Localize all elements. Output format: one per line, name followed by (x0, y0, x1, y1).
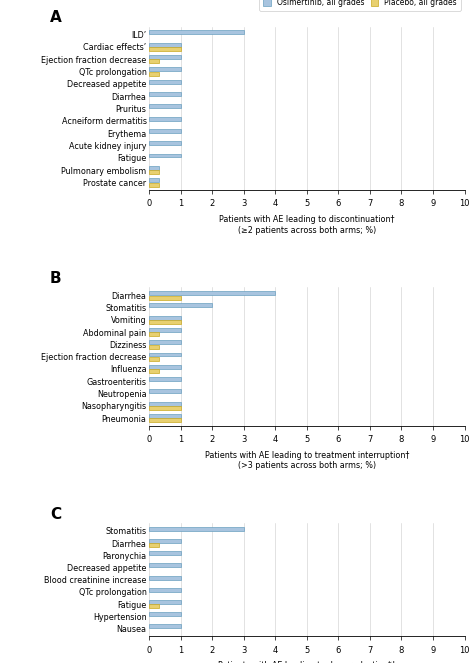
Bar (149, 320, 181, 324)
Bar (149, 141, 181, 145)
Bar (149, 104, 181, 108)
Bar (149, 117, 181, 121)
Bar (149, 357, 159, 361)
Bar (149, 575, 181, 579)
Bar (149, 551, 181, 555)
Bar (149, 340, 181, 344)
Bar (149, 345, 159, 349)
X-axis label: Patients with AE leading to dose reduction*†
(≥2 patients in either arm; %): Patients with AE leading to dose reducti… (218, 662, 396, 663)
Text: C: C (50, 507, 61, 522)
Bar (149, 328, 181, 332)
X-axis label: Patients with AE leading to discontinuation†
(≥2 patients across both arms; %): Patients with AE leading to discontinuat… (219, 215, 395, 235)
Bar (149, 377, 181, 381)
Bar (149, 369, 159, 373)
Bar (149, 389, 181, 393)
Bar (149, 605, 159, 609)
Bar (149, 92, 181, 96)
Bar (149, 42, 181, 46)
Bar (149, 539, 181, 543)
Bar (149, 80, 181, 84)
Bar (149, 60, 159, 64)
Bar (149, 47, 181, 51)
Bar (149, 296, 181, 300)
Bar (149, 406, 181, 410)
Bar (149, 55, 181, 59)
Bar (149, 612, 181, 616)
Bar (149, 170, 159, 174)
Bar (149, 291, 275, 295)
Legend: Osimertinib, all grades, Placebo, all grades: Osimertinib, all grades, Placebo, all gr… (259, 0, 461, 11)
Bar (149, 544, 159, 548)
Bar (149, 564, 181, 568)
Bar (149, 304, 212, 308)
Bar (149, 353, 181, 357)
Bar (149, 316, 181, 320)
Bar (149, 166, 159, 170)
Bar (149, 625, 181, 629)
Bar (149, 418, 181, 422)
Bar (149, 30, 244, 34)
Text: A: A (50, 10, 62, 25)
Bar (149, 129, 181, 133)
Bar (149, 72, 159, 76)
Bar (149, 600, 181, 604)
Bar (149, 414, 181, 418)
Bar (149, 67, 181, 71)
Bar (149, 178, 159, 182)
Bar (149, 365, 181, 369)
Bar (149, 402, 181, 406)
Bar (149, 182, 159, 186)
Bar (149, 527, 244, 531)
Text: B: B (50, 271, 62, 286)
Bar (149, 588, 181, 591)
Bar (149, 154, 181, 158)
X-axis label: Patients with AE leading to treatment interruption†
(>3 patients across both arm: Patients with AE leading to treatment in… (205, 451, 409, 470)
Bar (149, 332, 159, 336)
